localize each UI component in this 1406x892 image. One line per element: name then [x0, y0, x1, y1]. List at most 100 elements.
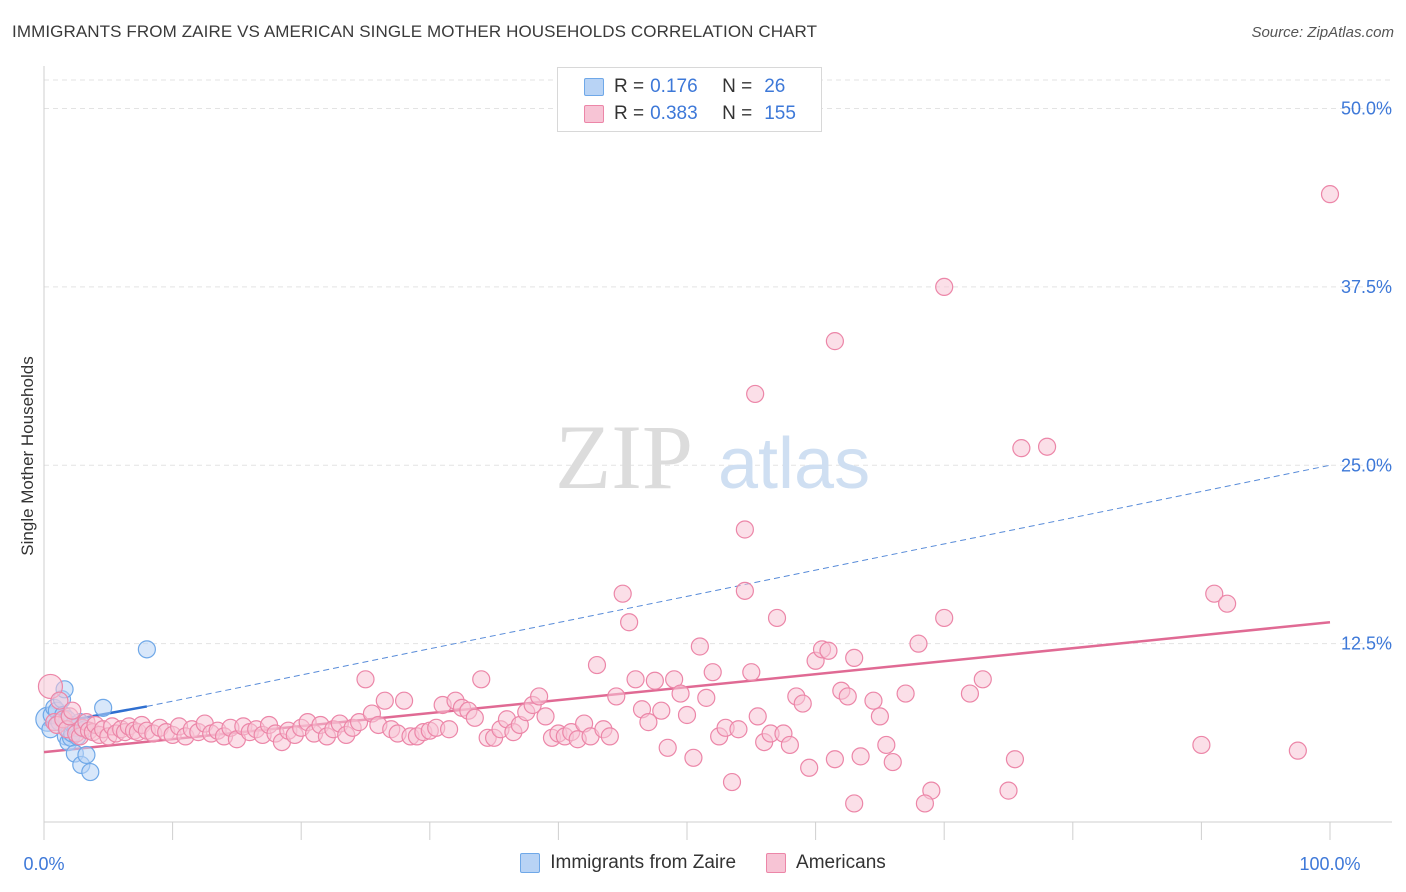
watermark-zip: ZIP — [555, 406, 693, 508]
americans-point — [999, 781, 1018, 800]
americans-point — [819, 641, 838, 660]
americans-point — [613, 584, 632, 603]
americans-point — [677, 705, 697, 725]
americans-point — [883, 752, 902, 772]
source-label: Source: ZipAtlas.com — [1251, 24, 1394, 41]
americans-point — [915, 794, 935, 813]
americans-point — [652, 701, 671, 720]
grid-lines — [44, 79, 1392, 645]
americans-point — [729, 720, 748, 739]
y-tick-label: 25.0% — [1341, 455, 1392, 475]
x-tick-label: 100.0% — [1299, 854, 1360, 874]
americans-point — [530, 687, 549, 706]
americans-point — [620, 613, 639, 632]
americans-point — [1288, 741, 1307, 760]
americans-point — [973, 670, 992, 689]
data-points — [35, 185, 1340, 813]
americans-point — [1037, 437, 1057, 456]
americans-point — [1320, 185, 1340, 204]
y-tick-label: 37.5% — [1341, 277, 1392, 297]
americans-point — [845, 648, 864, 668]
americans-point — [356, 670, 375, 689]
legend-r-label: R = — [614, 103, 645, 124]
americans-point — [1012, 439, 1031, 458]
americans-point — [877, 735, 896, 755]
tick-labels: 12.5% 25.0% 37.5% 50.0% 0.0% 100.0% — [23, 99, 1392, 874]
americans-point — [800, 758, 819, 777]
americans-point — [536, 707, 555, 726]
legend-n-label: N = — [722, 76, 753, 97]
americans-point — [935, 608, 954, 628]
watermark: ZIP atlas — [555, 406, 870, 508]
americans-point — [684, 748, 703, 767]
chart-title: IMMIGRANTS FROM ZAIRE VS AMERICAN SINGLE… — [12, 22, 818, 41]
stats-legend: R = 0.176 N = 26 R = 0.383 N = 155 — [557, 67, 822, 132]
zaire-point — [81, 762, 100, 782]
series-legend: Immigrants from Zaire Americans — [0, 852, 1406, 874]
legend-n-label: N = — [722, 103, 753, 124]
americans-point — [1005, 750, 1025, 769]
legend-row-zaire: R = 0.176 N = 26 — [584, 75, 785, 99]
americans-point — [825, 332, 844, 351]
americans-point — [465, 708, 484, 727]
americans-point — [1192, 735, 1211, 755]
americans-point — [600, 727, 619, 746]
americans-point — [63, 701, 82, 720]
y-tick-label: 50.0% — [1341, 99, 1392, 119]
x-tick-label: 0.0% — [23, 854, 64, 874]
americans-point — [697, 688, 716, 707]
americans-point — [748, 707, 767, 726]
americans-point — [50, 691, 69, 710]
americans-point — [746, 384, 765, 404]
legend-swatch-pink — [584, 105, 604, 123]
americans-point — [626, 670, 645, 689]
series-swatch-blue — [520, 853, 541, 873]
americans-point — [607, 687, 626, 706]
americans-point — [735, 520, 754, 539]
americans-point — [722, 772, 742, 792]
series-legend-item-zaire[interactable]: Immigrants from Zaire — [520, 852, 736, 874]
americans-point — [587, 655, 607, 675]
americans-point — [735, 581, 754, 600]
legend-n-value: 155 — [764, 103, 796, 124]
legend-n-value: 26 — [764, 76, 786, 97]
americans-point — [472, 670, 491, 689]
americans-point — [742, 663, 761, 682]
americans-point — [767, 608, 787, 628]
series-swatch-pink — [766, 853, 787, 873]
zaire-point — [77, 745, 96, 765]
zaire-point — [94, 698, 113, 717]
americans-point — [825, 750, 844, 769]
legend-row-americans: R = 0.383 N = 155 — [584, 102, 796, 126]
series-legend-label: Immigrants from Zaire — [550, 852, 737, 873]
americans-point — [349, 713, 369, 732]
americans-point — [658, 738, 677, 757]
americans-point — [394, 691, 414, 710]
americans-point — [793, 694, 812, 713]
zaire-point — [137, 640, 156, 659]
legend-r-label: R = — [614, 76, 645, 97]
americans-point — [909, 634, 928, 653]
americans-point — [780, 735, 799, 755]
americans-point — [864, 691, 883, 710]
series-legend-label: Americans — [796, 852, 886, 873]
series-legend-item-americans[interactable]: Americans — [766, 852, 886, 874]
americans-point — [645, 671, 664, 690]
americans-point — [935, 277, 954, 297]
americans-point — [1218, 594, 1237, 613]
legend-r-value: 0.383 — [650, 103, 698, 124]
americans-point — [375, 691, 394, 710]
americans-point — [671, 684, 690, 703]
americans-point — [703, 663, 722, 682]
americans-point — [896, 684, 915, 703]
watermark-atlas: atlas — [718, 424, 870, 504]
legend-r-value: 0.176 — [650, 76, 698, 97]
americans-point — [639, 713, 658, 732]
americans-point — [851, 747, 870, 766]
americans-point — [838, 687, 857, 706]
y-tick-label: 12.5% — [1341, 634, 1392, 654]
americans-point — [690, 637, 709, 656]
americans-point — [439, 720, 459, 739]
americans-point — [845, 794, 864, 813]
